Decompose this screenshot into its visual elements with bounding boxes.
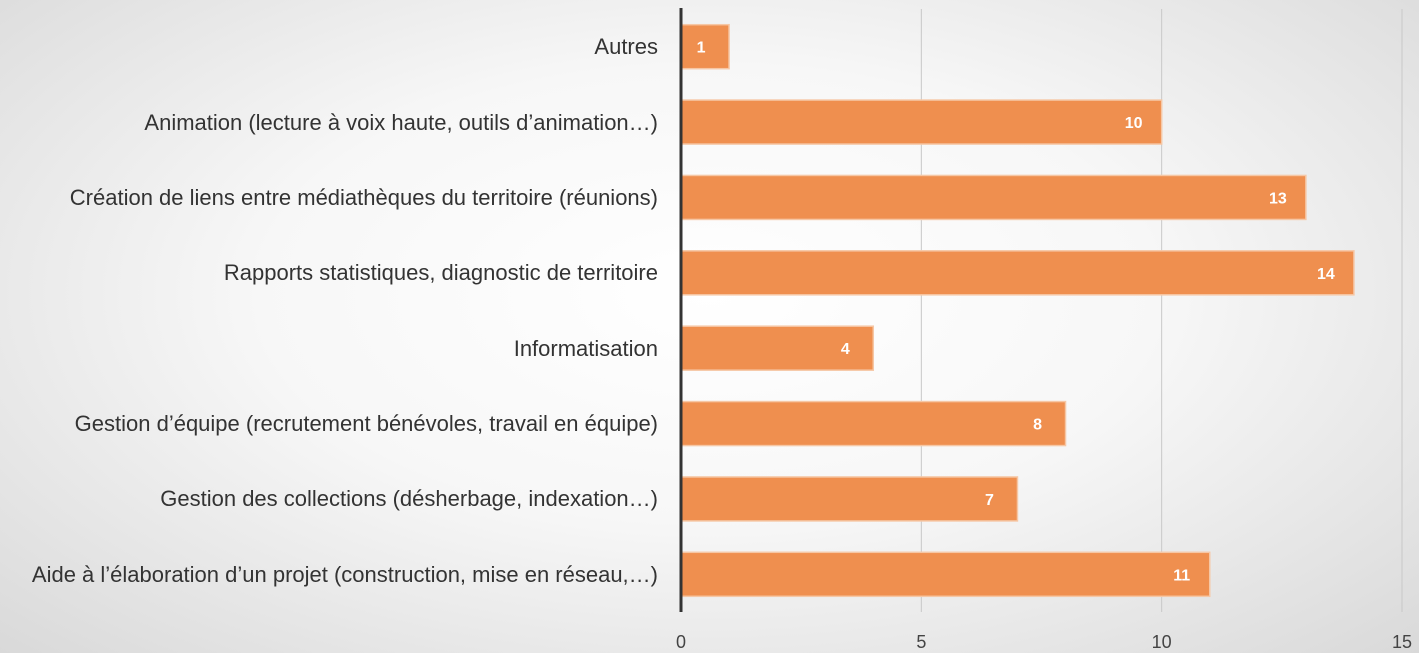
data-label: 8 <box>1033 417 1042 434</box>
x-tick-label: 10 <box>1152 632 1172 652</box>
x-tick-label: 15 <box>1392 632 1412 652</box>
data-label: 4 <box>841 341 850 358</box>
bar <box>680 174 1307 221</box>
data-label: 10 <box>1125 115 1143 132</box>
y-tick-label: Rapports statistiques, diagnostic de ter… <box>223 260 658 286</box>
data-label: 1 <box>697 40 706 57</box>
x-tick-label: 0 <box>676 632 686 652</box>
x-tick-label: 5 <box>916 632 926 652</box>
bar <box>680 551 1211 598</box>
y-tick-label: Gestion des collections (désherbage, ind… <box>160 486 658 512</box>
y-tick-label: Animation (lecture à voix haute, outils … <box>144 109 658 135</box>
bar <box>680 250 1355 296</box>
data-label: 7 <box>985 492 994 509</box>
y-tick-label: Gestion d’équipe (recrutement bénévoles,… <box>74 411 658 437</box>
bar <box>680 400 1067 447</box>
bar <box>680 99 1163 145</box>
y-tick-label: Autres <box>594 34 658 60</box>
y-tick-label: Création de liens entre médiathèques du … <box>69 184 658 210</box>
data-label: 11 <box>1173 567 1190 584</box>
bar <box>680 476 1019 522</box>
data-label: 14 <box>1317 266 1335 283</box>
data-label: 13 <box>1269 190 1287 207</box>
y-tick-label: Informatisation <box>513 335 658 361</box>
y-tick-label: Aide à l’élaboration d’un projet (constr… <box>31 561 658 587</box>
bar <box>680 325 875 371</box>
